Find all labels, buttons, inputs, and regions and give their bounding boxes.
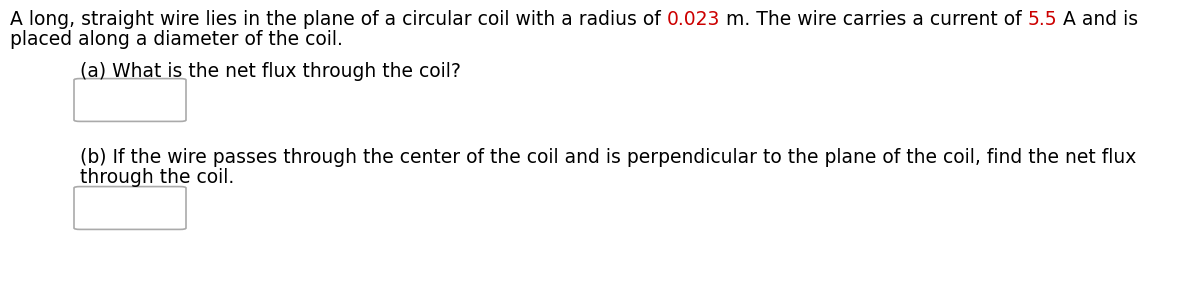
Text: 0.023: 0.023 xyxy=(667,10,720,29)
Text: placed along a diameter of the coil.: placed along a diameter of the coil. xyxy=(10,30,343,49)
Text: (a) What is the net flux through the coil?: (a) What is the net flux through the coi… xyxy=(80,62,461,81)
Text: through the coil.: through the coil. xyxy=(80,168,234,187)
Text: m. The wire carries a current of: m. The wire carries a current of xyxy=(720,10,1027,29)
Text: 5.5: 5.5 xyxy=(1027,10,1057,29)
Text: A and is: A and is xyxy=(1057,10,1139,29)
Text: A long, straight wire lies in the plane of a circular coil with a radius of: A long, straight wire lies in the plane … xyxy=(10,10,667,29)
Text: (b) If the wire passes through the center of the coil and is perpendicular to th: (b) If the wire passes through the cente… xyxy=(80,148,1136,167)
